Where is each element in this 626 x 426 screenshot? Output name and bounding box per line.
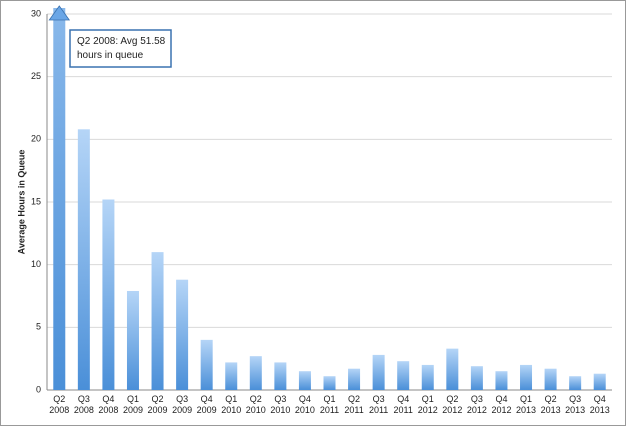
bar — [225, 362, 238, 390]
bar — [77, 129, 90, 390]
overflow-arrow — [48, 5, 71, 21]
bar — [470, 366, 483, 390]
bar — [446, 348, 459, 390]
x-tick-label: Q2 2008 — [49, 394, 69, 415]
x-tick-label: Q2 2010 — [246, 394, 266, 415]
x-tick-label: Q3 2011 — [369, 394, 388, 415]
bar — [176, 279, 189, 390]
y-tick-label: 25 — [31, 71, 41, 81]
bar — [421, 364, 434, 390]
x-tick-label: Q4 2010 — [295, 394, 315, 415]
bar — [495, 371, 508, 390]
y-tick-label: 20 — [31, 134, 41, 144]
bar — [274, 362, 287, 390]
bar — [126, 290, 139, 390]
x-tick-label: Q2 2012 — [442, 394, 462, 415]
bar — [520, 364, 533, 390]
x-tick-label: Q1 2010 — [221, 394, 241, 415]
bar — [544, 368, 557, 390]
bar — [298, 371, 311, 390]
bar — [249, 356, 262, 390]
x-tick-label: Q1 2013 — [516, 394, 536, 415]
x-tick-label: Q1 2011 — [320, 394, 339, 415]
annotation-box — [69, 29, 172, 68]
bar — [348, 368, 361, 390]
bar — [593, 373, 606, 390]
x-tick-label: Q1 2009 — [123, 394, 143, 415]
bar — [323, 376, 336, 390]
y-axis-label: Average Hours in Queue — [16, 150, 26, 255]
y-tick-label: 10 — [31, 259, 41, 269]
x-tick-label: Q1 2012 — [418, 394, 438, 415]
y-tick-label: 15 — [31, 196, 41, 206]
y-tick-label: 30 — [31, 8, 41, 18]
x-tick-label: Q4 2012 — [491, 394, 511, 415]
x-tick-label: Q4 2013 — [590, 394, 610, 415]
x-tick-label: Q3 2012 — [467, 394, 487, 415]
x-tick-label: Q4 2011 — [394, 394, 413, 415]
x-tick-label: Q2 2009 — [148, 394, 168, 415]
y-tick-label: 5 — [36, 322, 41, 332]
bar — [200, 339, 213, 390]
bar — [53, 8, 66, 390]
x-tick-label: Q3 2008 — [74, 394, 94, 415]
bar — [151, 252, 164, 390]
x-tick-label: Q4 2009 — [197, 394, 217, 415]
x-tick-label: Q3 2009 — [172, 394, 192, 415]
bars — [53, 8, 606, 390]
y-tick-label: 0 — [36, 384, 41, 394]
bar — [397, 361, 410, 390]
x-tick-label: Q3 2013 — [565, 394, 585, 415]
x-tick-label: Q4 2008 — [98, 394, 118, 415]
annotation: Q2 2008: Avg 51.58 hours in queue — [77, 36, 166, 61]
x-tick-label: Q2 2011 — [344, 394, 363, 415]
bar — [102, 199, 115, 390]
x-tick-label: Q2 2013 — [541, 394, 561, 415]
x-tick-label: Q3 2010 — [270, 394, 290, 415]
bar — [372, 354, 385, 390]
bar — [569, 376, 582, 390]
